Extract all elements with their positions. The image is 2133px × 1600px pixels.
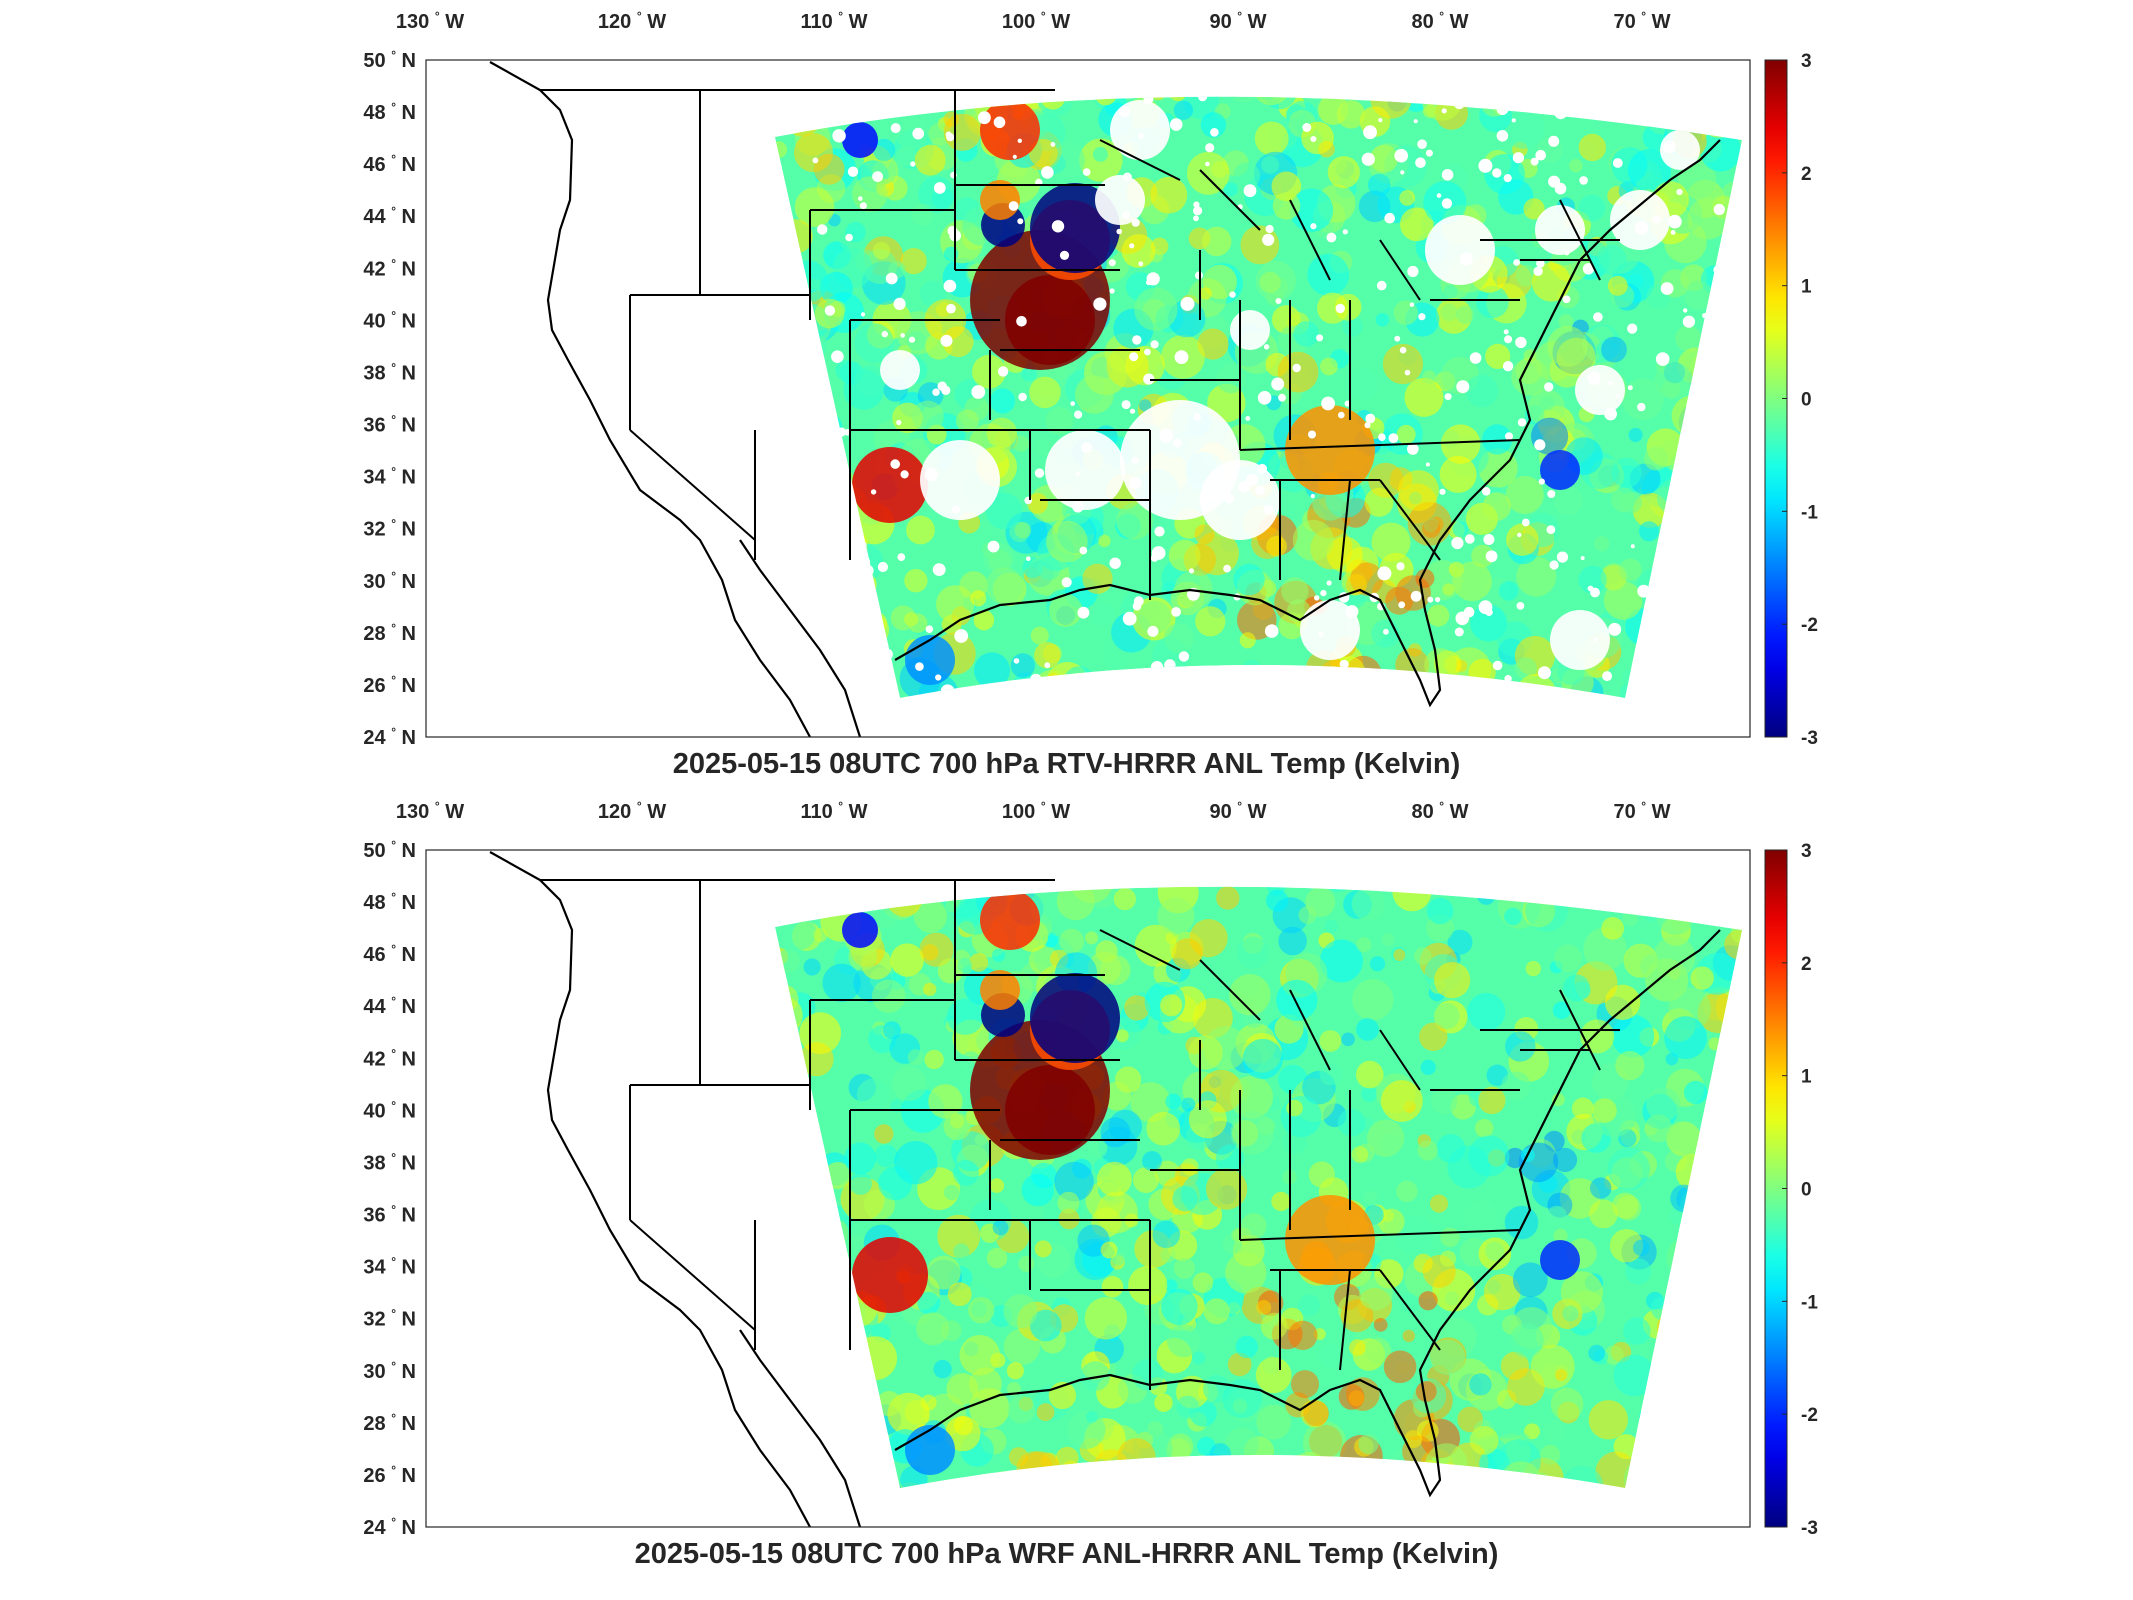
lon-tick-label: 90 ° W — [1209, 799, 1266, 823]
west-coastline — [489, 61, 811, 737]
lat-tick-label: 24 ° N — [363, 725, 416, 749]
lat-tick-label: 40 ° N — [363, 1098, 416, 1122]
lat-tick-label: 46 ° N — [363, 152, 416, 176]
state-border — [1239, 439, 1521, 451]
lat-tick-label: 34 ° N — [363, 1255, 416, 1279]
lat-tick-label: 48 ° N — [363, 100, 416, 124]
lat-tick-label: 38 ° N — [363, 1150, 416, 1174]
panel-title-wrf: 2025-05-15 08UTC 700 hPa WRF ANL-HRRR AN… — [634, 1538, 1499, 1570]
lon-tick-label: 110 ° W — [800, 799, 867, 823]
baja-coastline — [739, 539, 862, 737]
lat-tick-label: 24 ° N — [363, 1515, 416, 1539]
state-border — [629, 429, 756, 541]
west-coastline — [489, 851, 811, 1527]
state-border — [1559, 199, 1601, 281]
lat-tick-label: 26 ° N — [363, 1463, 416, 1487]
colorbar-tick-label: 3 — [1801, 841, 1812, 862]
temperature-field-wrf — [775, 886, 1742, 1489]
east-gulf-coastline — [894, 139, 1721, 708]
lat-tick-label: 42 ° N — [363, 1046, 416, 1070]
state-border — [1379, 1269, 1441, 1351]
colorbar-tick-label: -2 — [1801, 615, 1818, 636]
lat-tick-label: 50 ° N — [363, 838, 416, 862]
state-border — [1379, 239, 1421, 301]
state-border — [1379, 1029, 1421, 1091]
plot-frame — [425, 59, 1751, 738]
colorbar-tick-label: -1 — [1801, 502, 1818, 523]
state-border — [1289, 199, 1331, 281]
lat-tick-label: 50 ° N — [363, 48, 416, 72]
lon-tick-label: 130 ° W — [396, 9, 464, 33]
lat-tick-label: 38 ° N — [363, 360, 416, 384]
lat-tick-label: 48 ° N — [363, 890, 416, 914]
lat-tick-label: 42 ° N — [363, 256, 416, 280]
lon-tick-label: 100 ° W — [1002, 9, 1070, 33]
lat-tick-label: 32 ° N — [363, 517, 416, 541]
lon-tick-label: 100 ° W — [1002, 799, 1070, 823]
lon-tick-label: 110 ° W — [800, 9, 867, 33]
colorbar-tick-label: 1 — [1801, 1067, 1812, 1088]
lon-tick-label: 70 ° W — [1613, 799, 1670, 823]
colorbar-tick-label: -3 — [1801, 1518, 1818, 1539]
map-plot-wrf: 130 ° W 120 ° W 110 ° W 100 ° W 90 ° W 80 ° W… — [363, 799, 1818, 1539]
lat-tick-label: 44 ° N — [363, 204, 416, 228]
lat-tick-label: 40 ° N — [363, 308, 416, 332]
lat-tick-label: 36 ° N — [363, 1203, 416, 1227]
panel-rtv: 130 ° W 120 ° W 110 ° W 100 ° W 90 ° W 80 ° W… — [363, 9, 1818, 749]
east-gulf-coastline — [894, 929, 1721, 1498]
lat-tick-label: 44 ° N — [363, 994, 416, 1018]
lon-tick-label: 130 ° W — [396, 799, 464, 823]
temperature-field-rtv — [775, 96, 1742, 699]
map-boundaries-wrf — [489, 851, 1721, 1527]
map-plot-rtv: 130 ° W 120 ° W 110 ° W 100 ° W 90 ° W 80 ° W… — [363, 9, 1818, 749]
lat-tick-label: 30 ° N — [363, 1359, 416, 1383]
panel-wrf: 130 ° W 120 ° W 110 ° W 100 ° W 90 ° W 80 ° W… — [0, 790, 2133, 1590]
colorbar-tick-label: 1 — [1801, 277, 1812, 298]
colorbar-tick-label: 2 — [1801, 954, 1812, 975]
lon-tick-label: 80 ° W — [1411, 799, 1468, 823]
lat-tick-label: 32 ° N — [363, 1307, 416, 1331]
lat-tick-label: 30 ° N — [363, 569, 416, 593]
lon-tick-label: 70 ° W — [1613, 9, 1670, 33]
lat-tick-label: 36 ° N — [363, 413, 416, 437]
colorbar-tick-label: -1 — [1801, 1292, 1818, 1313]
lon-tick-label: 80 ° W — [1411, 9, 1468, 33]
state-border — [1339, 1269, 1351, 1371]
state-border — [1099, 139, 1181, 181]
map-boundaries-rtv — [489, 61, 1721, 737]
state-border — [1289, 989, 1331, 1071]
colorbar-tick-label: 2 — [1801, 164, 1812, 185]
lon-tick-label: 120 ° W — [598, 9, 666, 33]
state-border — [1199, 169, 1261, 231]
state-border — [1339, 479, 1351, 581]
plot-frame — [425, 849, 1751, 1528]
panel-title-rtv: 2025-05-15 08UTC 700 hPa RTV-HRRR ANL Te… — [672, 748, 1461, 780]
colorbar-tick-label: 0 — [1801, 390, 1812, 411]
state-border — [1379, 479, 1441, 561]
colorbar-tick-label: 3 — [1801, 51, 1812, 72]
state-border — [629, 1219, 756, 1331]
state-border — [1199, 959, 1261, 1021]
lat-tick-label: 28 ° N — [363, 1411, 416, 1435]
lon-tick-label: 90 ° W — [1209, 9, 1266, 33]
lat-tick-label: 46 ° N — [363, 942, 416, 966]
lat-tick-label: 34 ° N — [363, 465, 416, 489]
lat-tick-label: 28 ° N — [363, 621, 416, 645]
colorbar-tick-label: -3 — [1801, 728, 1818, 749]
lat-tick-label: 26 ° N — [363, 673, 416, 697]
lon-tick-label: 120 ° W — [598, 799, 666, 823]
colorbar-tick-label: -2 — [1801, 1405, 1818, 1426]
state-border — [1239, 1229, 1521, 1241]
state-border — [1099, 929, 1181, 971]
baja-coastline — [739, 1329, 862, 1527]
state-border — [1559, 989, 1601, 1071]
colorbar-tick-label: 0 — [1801, 1180, 1812, 1201]
